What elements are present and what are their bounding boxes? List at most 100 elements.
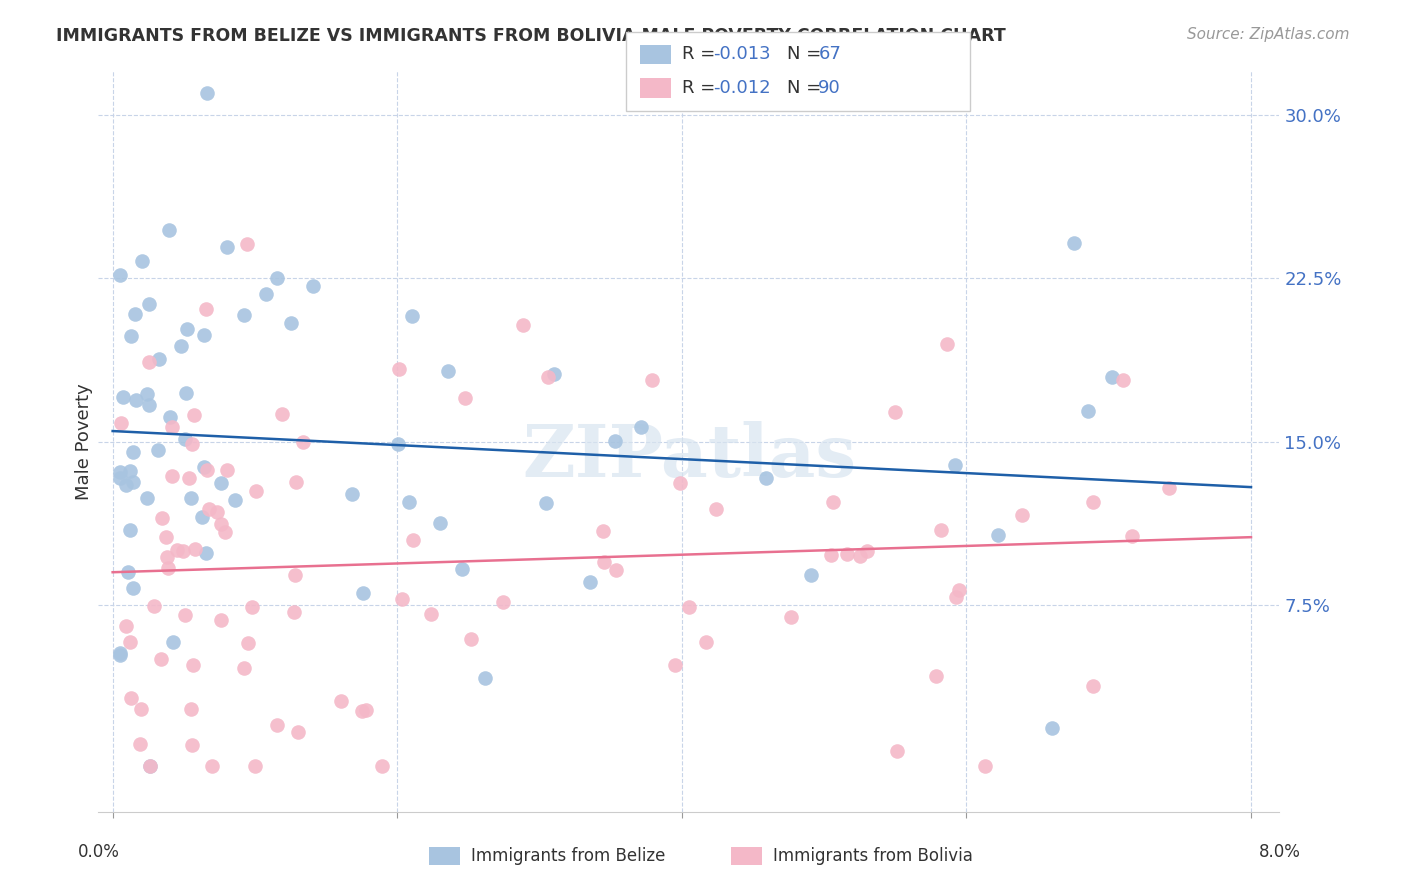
Point <box>170 339 193 353</box>
Text: IMMIGRANTS FROM BELIZE VS IMMIGRANTS FROM BOLIVIA MALE POVERTY CORRELATION CHART: IMMIGRANTS FROM BELIZE VS IMMIGRANTS FRO… <box>56 27 1005 45</box>
Point <box>215 463 238 477</box>
Point <box>579 575 602 590</box>
Point <box>138 355 160 369</box>
Point <box>592 524 614 539</box>
Text: 67: 67 <box>818 45 841 63</box>
Text: 0.0%: 0.0% <box>77 843 120 861</box>
Text: Source: ZipAtlas.com: Source: ZipAtlas.com <box>1187 27 1350 42</box>
Point <box>329 694 352 708</box>
Point <box>194 301 217 316</box>
Text: Immigrants from Bolivia: Immigrants from Bolivia <box>773 847 973 865</box>
Point <box>110 417 132 431</box>
Point <box>924 669 946 683</box>
Point <box>146 443 169 458</box>
Point <box>117 565 139 579</box>
Point <box>780 610 803 624</box>
Point <box>437 363 460 377</box>
Point <box>292 434 315 449</box>
Point <box>1121 529 1143 543</box>
Point <box>118 523 141 537</box>
Point <box>350 704 373 718</box>
Point <box>125 392 148 407</box>
Point <box>284 568 307 582</box>
Point <box>266 718 288 732</box>
Point <box>131 254 153 268</box>
Point <box>138 398 160 412</box>
Text: -0.013: -0.013 <box>713 45 770 63</box>
Text: N =: N = <box>787 79 827 97</box>
Point <box>856 544 879 558</box>
Point <box>115 619 138 633</box>
Text: Immigrants from Belize: Immigrants from Belize <box>471 847 665 865</box>
Point <box>120 635 142 649</box>
Point <box>605 434 627 448</box>
Point <box>820 548 842 562</box>
Point <box>162 469 184 483</box>
Point <box>605 563 627 577</box>
Text: N =: N = <box>787 45 827 63</box>
Point <box>121 445 143 459</box>
Point <box>1083 495 1105 509</box>
Point <box>198 501 221 516</box>
Point <box>884 405 907 419</box>
Point <box>664 657 686 672</box>
Point <box>474 672 496 686</box>
Point <box>492 595 515 609</box>
Point <box>214 524 236 539</box>
Point <box>1101 370 1123 384</box>
Point <box>800 568 823 582</box>
Point <box>195 462 218 476</box>
Point <box>401 309 423 323</box>
Point <box>929 523 952 537</box>
Point <box>131 702 153 716</box>
Point <box>148 352 170 367</box>
Point <box>157 561 180 575</box>
Point <box>217 240 239 254</box>
Point <box>139 759 162 773</box>
Point <box>209 517 232 532</box>
Point <box>174 385 197 400</box>
Point <box>114 478 136 492</box>
Point <box>138 759 160 773</box>
Point <box>283 605 305 619</box>
Text: R =: R = <box>682 79 721 97</box>
Point <box>1081 679 1104 693</box>
Point <box>678 599 700 614</box>
Point <box>398 495 420 509</box>
Point <box>352 586 374 600</box>
Point <box>162 420 184 434</box>
Point <box>162 635 184 649</box>
Point <box>209 613 232 627</box>
Point <box>948 583 970 598</box>
Point <box>209 475 232 490</box>
Text: ZIPatlas: ZIPatlas <box>522 421 856 491</box>
Point <box>460 632 482 647</box>
Point <box>177 471 200 485</box>
Point <box>180 739 202 753</box>
Point <box>354 704 377 718</box>
Point <box>201 759 224 773</box>
Point <box>429 516 451 530</box>
Point <box>180 702 202 716</box>
Point <box>236 237 259 252</box>
Point <box>245 484 267 499</box>
Point <box>108 465 131 479</box>
Point <box>391 591 413 606</box>
Point <box>108 646 131 660</box>
Point <box>630 420 652 434</box>
Point <box>194 546 217 560</box>
Point <box>173 607 195 622</box>
Point <box>695 634 717 648</box>
Point <box>142 599 165 614</box>
Point <box>233 661 256 675</box>
Point <box>232 308 254 322</box>
Point <box>183 408 205 422</box>
Point <box>180 491 202 505</box>
Point <box>243 759 266 773</box>
Point <box>640 373 662 387</box>
Text: 8.0%: 8.0% <box>1258 843 1301 861</box>
Point <box>280 317 302 331</box>
Point <box>173 432 195 446</box>
Point <box>450 562 472 576</box>
Point <box>387 437 409 451</box>
